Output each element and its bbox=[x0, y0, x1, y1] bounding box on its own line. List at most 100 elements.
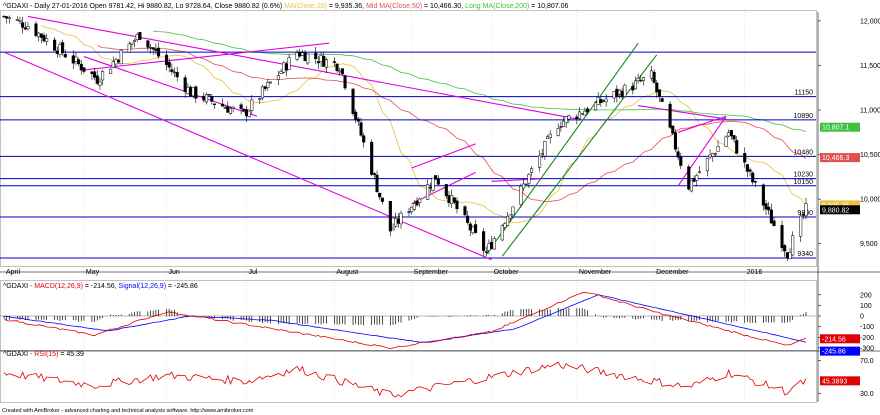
price-header-symbol: ^GDAXI bbox=[3, 3, 28, 10]
candle-body bbox=[266, 82, 270, 88]
candle-body bbox=[575, 116, 579, 119]
candle-body bbox=[577, 111, 582, 119]
candle-body bbox=[745, 164, 749, 172]
price-header: ^GDAXI - Daily 27-01-2016 Open 9781.42, … bbox=[3, 3, 569, 10]
candle-body bbox=[447, 195, 451, 203]
candle-body bbox=[45, 38, 49, 42]
candle-body bbox=[724, 136, 728, 147]
candle-body bbox=[250, 99, 254, 111]
candle-body bbox=[244, 109, 249, 117]
candle-body bbox=[444, 184, 448, 197]
candle-body bbox=[18, 20, 22, 22]
candle-body bbox=[167, 61, 171, 68]
candle-body bbox=[593, 102, 598, 111]
candle-body bbox=[133, 40, 137, 42]
candle-body bbox=[21, 22, 25, 28]
macd-y-tick-label: 0 bbox=[860, 314, 864, 321]
candle-body bbox=[508, 214, 512, 219]
candle-body bbox=[679, 156, 683, 166]
candle-body bbox=[231, 106, 235, 109]
macd-y-tick-label: 200 bbox=[860, 292, 872, 299]
candle-body bbox=[335, 63, 339, 71]
level-label: 10480 bbox=[794, 149, 814, 156]
candle-body bbox=[716, 146, 720, 152]
candle-body bbox=[735, 140, 739, 154]
candle-body bbox=[372, 173, 376, 176]
candle-body bbox=[268, 81, 272, 84]
candle-body bbox=[788, 252, 792, 260]
candle-body bbox=[314, 52, 318, 60]
month-label: September bbox=[414, 269, 449, 276]
price-header-desc: - Daily 27-01-2016 Open 9781.42, Hi 9880… bbox=[28, 3, 284, 10]
macd-line bbox=[3, 291, 807, 350]
rsi-line bbox=[3, 361, 807, 398]
candle-body bbox=[42, 35, 46, 42]
candle-body bbox=[519, 185, 523, 205]
candle-body bbox=[601, 100, 606, 102]
candle-body bbox=[37, 32, 41, 37]
candle-body bbox=[183, 77, 187, 92]
candle-body bbox=[135, 34, 139, 40]
candle-body bbox=[791, 235, 795, 256]
candle-body bbox=[109, 68, 113, 74]
candle-body bbox=[801, 213, 805, 216]
candle-body bbox=[604, 98, 608, 103]
candle-body bbox=[671, 125, 675, 134]
candle-body bbox=[119, 49, 123, 65]
candle-body bbox=[399, 212, 403, 225]
candle-body bbox=[343, 75, 347, 89]
level-label: 10150 bbox=[794, 179, 814, 186]
candle-body bbox=[146, 40, 150, 48]
candle-body bbox=[410, 206, 414, 213]
candle-body bbox=[391, 227, 395, 231]
signal-line bbox=[3, 294, 807, 343]
candle-body bbox=[394, 217, 398, 227]
price-y-tick-label: 12,000 bbox=[860, 18, 880, 25]
signal-legend: Signal(12,26,9) bbox=[119, 283, 166, 290]
candle-body bbox=[463, 206, 467, 216]
candle-body bbox=[138, 32, 142, 40]
candle-body bbox=[188, 86, 193, 97]
candle-body bbox=[319, 55, 323, 62]
candle-body bbox=[487, 243, 491, 251]
level-label: 9340 bbox=[797, 251, 813, 258]
candle-body bbox=[412, 203, 416, 210]
candle-body bbox=[95, 75, 99, 84]
candle-body bbox=[260, 86, 265, 99]
candle-body bbox=[615, 88, 619, 97]
candle-body bbox=[743, 153, 747, 163]
candle-body bbox=[242, 108, 246, 111]
candle-body bbox=[306, 53, 310, 64]
candle-body bbox=[450, 194, 454, 204]
footer-credit: Created with AmiBroker - advanced charti… bbox=[2, 408, 254, 414]
candle-body bbox=[471, 226, 475, 234]
candle-body bbox=[226, 106, 230, 113]
price-last-value-tag bbox=[820, 200, 860, 210]
level-label: 11150 bbox=[795, 90, 814, 97]
trendline bbox=[3, 51, 492, 261]
candle-body bbox=[484, 251, 488, 253]
candle-body bbox=[764, 203, 768, 210]
price-panel-frame bbox=[0, 10, 817, 267]
candle-body bbox=[239, 104, 243, 109]
candle-body bbox=[117, 59, 121, 63]
candle-body bbox=[74, 56, 78, 62]
candle-body bbox=[538, 155, 542, 168]
macd-y-tick-label: 100 bbox=[860, 303, 872, 310]
candle-body bbox=[370, 141, 374, 175]
trendline bbox=[411, 171, 476, 205]
candle-body bbox=[263, 86, 267, 90]
candle-body bbox=[175, 72, 179, 78]
ma200-legend: Long MA(Close,200) bbox=[465, 3, 529, 10]
candle-body bbox=[639, 79, 643, 82]
trendline bbox=[491, 178, 543, 182]
candle-body bbox=[130, 42, 134, 45]
candle-body bbox=[282, 62, 286, 73]
candle-body bbox=[418, 198, 422, 203]
level-label: 10890 bbox=[794, 113, 814, 120]
candle-body bbox=[548, 133, 552, 139]
candle-body bbox=[559, 126, 563, 128]
candle-body bbox=[657, 89, 662, 97]
macd-legend-value: = -214.56, bbox=[83, 283, 119, 290]
